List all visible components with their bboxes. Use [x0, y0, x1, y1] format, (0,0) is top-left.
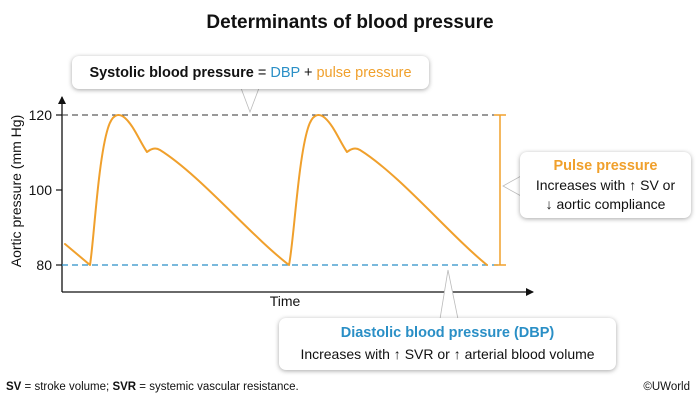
y-tick-label-80: 80	[36, 257, 52, 273]
diastolic-callout: Diastolic blood pressure (DBP) Increases…	[279, 318, 616, 370]
pulse-pressure-line2: ↓ aortic compliance	[545, 195, 666, 212]
pulse-pressure-line1: Increases with ↑ SV or	[535, 176, 676, 193]
figure-title: Determinants of blood pressure	[206, 12, 494, 33]
aortic-pressure-waveform	[64, 114, 488, 266]
systolic-label: Systolic blood pressure	[89, 64, 254, 81]
footnote-sv-abbr: SV	[6, 381, 22, 393]
systolic-callout: Systolic blood pressure = DBP + pulse pr…	[72, 56, 429, 89]
y-axis-label: Aortic pressure (mm Hg)	[8, 115, 24, 267]
y-tick-label-100: 100	[29, 182, 53, 198]
copyright-notice: ©UWorld	[643, 381, 690, 393]
pulse-callout-pointer	[502, 175, 522, 197]
footnote: SV = stroke volume; SVR = systemic vascu…	[6, 381, 299, 393]
footnote-svr-abbr: SVR	[112, 381, 137, 393]
systolic-equals: =	[253, 64, 271, 81]
systolic-plus: +	[299, 64, 317, 81]
footnote-sv-def: = stroke volume;	[21, 381, 113, 393]
footnote-svr-def: = systemic vascular resistance.	[136, 381, 299, 393]
diastolic-heading: Diastolic blood pressure (DBP)	[340, 325, 555, 341]
systolic-dbp-term: DBP	[270, 64, 300, 81]
systolic-callout-pointer	[240, 87, 260, 114]
y-tick-label-120: 120	[29, 107, 53, 123]
x-axis-label: Time	[270, 293, 301, 309]
systolic-pulse-term: pulse pressure	[316, 64, 412, 81]
diastolic-line1: Increases with ↑ SVR or ↑ arterial blood…	[300, 346, 595, 362]
dbp-callout-pointer	[439, 269, 459, 320]
pulse-pressure-heading: Pulse pressure	[553, 157, 658, 174]
pulse-pressure-callout: Pulse pressure Increases with ↑ SV or ↓ …	[520, 152, 691, 218]
